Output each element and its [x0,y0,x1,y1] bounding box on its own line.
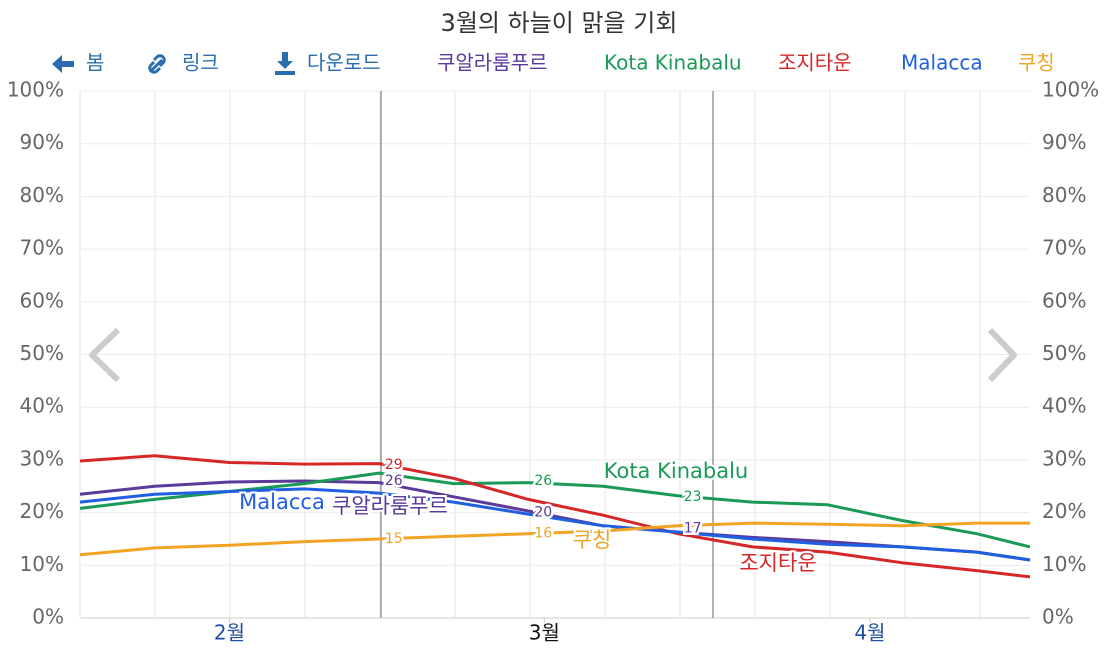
data-label: 29 [385,457,403,473]
series-name-label: 조지타운 [739,551,816,575]
download-icon [275,52,295,75]
link-icon [148,54,166,74]
y-tick-label: 80% [20,183,64,207]
y2-tick-label: 90% [1042,130,1086,154]
toolbar-item[interactable]: 다운로드 [307,51,381,75]
data-label: 15 [385,531,403,547]
data-label: 20 [534,505,552,521]
legend-entry: Kota Kinabalu [604,51,742,75]
y2-tick-label: 0% [1042,605,1074,629]
y-tick-label: 40% [20,394,64,418]
y2-tick-label: 60% [1042,288,1086,312]
data-label: 23 [684,489,702,505]
legend-entry: 쿠칭 [1018,51,1055,75]
back-icon [52,55,74,73]
data-label: 16 [534,526,552,542]
y-tick-label: 20% [20,499,64,523]
y2-tick-label: 100% [1042,78,1099,102]
y2-tick-label: 70% [1042,236,1086,260]
data-label: 17 [684,520,702,536]
y2-tick-label: 20% [1042,499,1086,523]
series-line [79,487,1031,562]
legend-entry: Malacca [901,51,983,75]
y-tick-label: 10% [20,552,64,576]
x-tick-label[interactable]: 4월 [854,621,885,645]
y-tick-label: 0% [32,605,64,629]
prev-arrow[interactable] [89,327,121,383]
series-line [79,471,1031,549]
toolbar: 봄 링크 다운로드 [52,51,381,75]
y2-tick-label: 30% [1042,446,1086,470]
x-tick-label: 3월 [529,621,560,645]
y-tick-label: 70% [20,236,64,260]
y-tick-label: 50% [20,341,64,365]
data-label: 26 [534,473,552,489]
y2-tick-label: 80% [1042,183,1086,207]
grid [79,90,1030,619]
y-tick-label: 60% [20,288,64,312]
y-tick-label: 30% [20,446,64,470]
x-tick-label[interactable]: 2월 [214,621,245,645]
legend-entry: 조지타운 [778,51,852,75]
y-tick-label: 100% [7,78,64,102]
y2-tick-label: 40% [1042,394,1086,418]
y-tick-label: 90% [20,130,64,154]
series-name-label: 쿠칭 [573,528,612,552]
series-name-label: Malacca [239,490,325,514]
toolbar-item[interactable]: 링크 [182,51,219,75]
toolbar-item[interactable]: 봄 [86,51,104,75]
series-line [79,521,1030,557]
legend-entry: 쿠알라룸푸르 [437,51,547,75]
data-label: 26 [385,473,403,489]
series-name-label: Kota Kinabalu [604,459,748,483]
y2-tick-label: 50% [1042,341,1086,365]
chart-title: 3월의 하늘이 맑을 기회 [441,9,678,37]
series-name-label: 쿠알라룸푸르 [332,494,448,518]
y2-tick-label: 10% [1042,552,1086,576]
series-line [79,454,1031,579]
next-arrow[interactable] [987,327,1017,383]
